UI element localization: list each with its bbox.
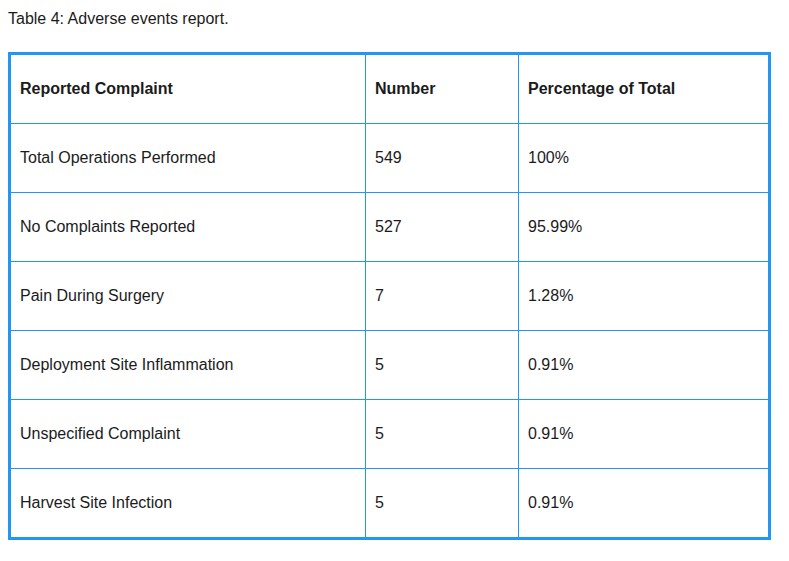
table-row: Deployment Site Inflammation 5 0.91% <box>10 331 770 400</box>
cell-complaint: Total Operations Performed <box>10 124 366 193</box>
cell-percentage: 1.28% <box>519 262 770 331</box>
cell-complaint: Pain During Surgery <box>10 262 366 331</box>
cell-percentage: 0.91% <box>519 469 770 539</box>
cell-percentage: 95.99% <box>519 193 770 262</box>
table-row: No Complaints Reported 527 95.99% <box>10 193 770 262</box>
cell-percentage: 100% <box>519 124 770 193</box>
cell-number: 549 <box>366 124 519 193</box>
cell-percentage: 0.91% <box>519 400 770 469</box>
table-row: Pain During Surgery 7 1.28% <box>10 262 770 331</box>
table-row: Unspecified Complaint 5 0.91% <box>10 400 770 469</box>
table-caption: Table 4: Adverse events report. <box>8 9 789 28</box>
cell-number: 5 <box>366 469 519 539</box>
cell-percentage: 0.91% <box>519 331 770 400</box>
cell-complaint: Unspecified Complaint <box>10 400 366 469</box>
cell-number: 527 <box>366 193 519 262</box>
cell-complaint: No Complaints Reported <box>10 193 366 262</box>
header-row: Reported Complaint Number Percentage of … <box>10 54 770 124</box>
cell-complaint: Deployment Site Inflammation <box>10 331 366 400</box>
table-row: Total Operations Performed 549 100% <box>10 124 770 193</box>
cell-number: 5 <box>366 400 519 469</box>
header-number: Number <box>366 54 519 124</box>
header-percentage-of-total: Percentage of Total <box>519 54 770 124</box>
header-reported-complaint: Reported Complaint <box>10 54 366 124</box>
adverse-events-table: Reported Complaint Number Percentage of … <box>8 52 771 540</box>
page: Table 4: Adverse events report. Reported… <box>0 0 789 561</box>
cell-number: 7 <box>366 262 519 331</box>
table-row: Harvest Site Infection 5 0.91% <box>10 469 770 539</box>
cell-number: 5 <box>366 331 519 400</box>
cell-complaint: Harvest Site Infection <box>10 469 366 539</box>
